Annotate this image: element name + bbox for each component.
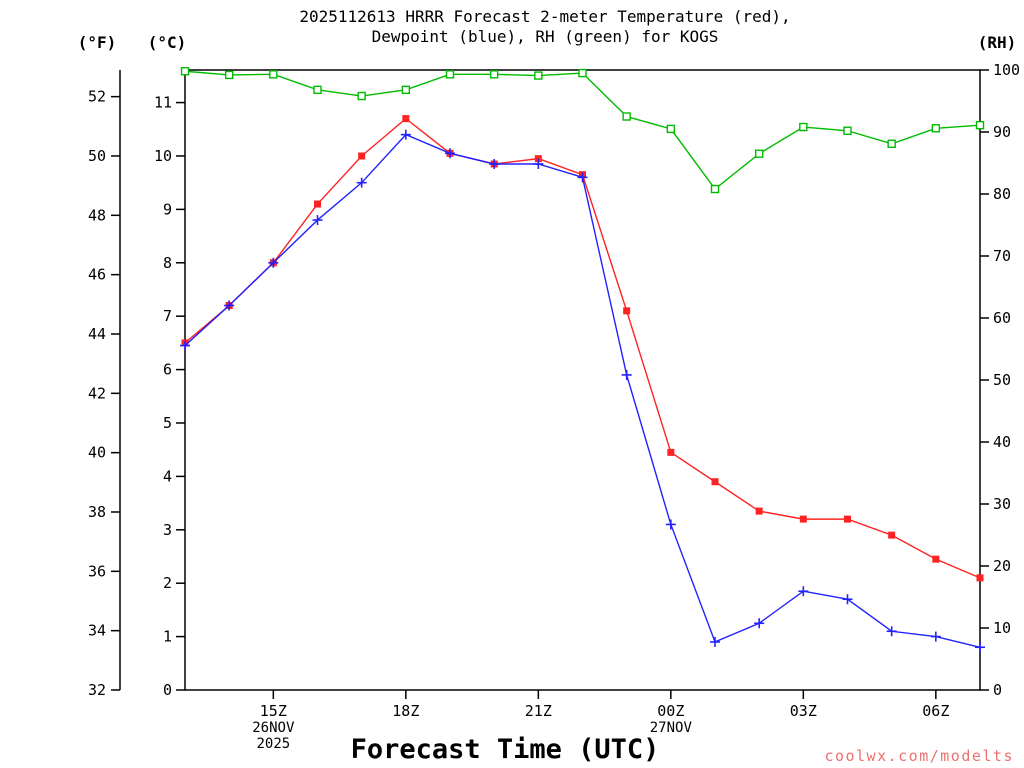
time-tick-label: 06Z — [922, 702, 949, 720]
rh-marker — [357, 91, 366, 101]
fahrenheit-tick-label: 50 — [88, 147, 106, 165]
temperature-marker — [667, 448, 675, 456]
time-tick-label: 00Z — [657, 702, 684, 720]
temperature-marker — [844, 515, 851, 523]
fahrenheit-tick-label: 52 — [88, 88, 106, 106]
x-axis-title: Forecast Time (UTC) — [351, 734, 660, 765]
fahrenheit-tick-label: 32 — [88, 681, 106, 699]
celsius-tick-label: 11 — [154, 94, 172, 112]
rh-marker — [975, 120, 985, 130]
rh-marker — [489, 70, 499, 79]
date-label: 2025 — [256, 736, 290, 752]
fahrenheit-tick-label: 42 — [88, 384, 106, 402]
fahrenheit-tick-label: 34 — [88, 622, 106, 640]
time-tick-label: 03Z — [790, 702, 817, 720]
time-tick-label: 15Z — [260, 702, 287, 720]
celsius-tick-label: 10 — [154, 147, 172, 165]
rh-tick-label: 100 — [993, 61, 1020, 79]
plot-frame — [184, 69, 981, 691]
rh-tick-label: 70 — [993, 247, 1011, 265]
rh-marker — [269, 70, 278, 79]
plot-area: 3234363840424446485052012345678910110102… — [88, 61, 1020, 752]
rh-marker — [710, 184, 720, 194]
rh-marker — [534, 71, 543, 80]
temperature-marker — [534, 155, 542, 163]
temperature-marker — [623, 307, 631, 315]
temperature-marker — [888, 531, 896, 539]
rh-tick-label: 20 — [993, 557, 1011, 575]
temperature-series-line — [184, 117, 981, 579]
fahrenheit-tick-label: 46 — [88, 266, 106, 284]
rh-marker — [754, 149, 764, 158]
temperature-marker — [799, 515, 807, 523]
dewpoint-series-line — [184, 133, 981, 648]
rh-marker — [622, 112, 631, 121]
temperature-marker — [932, 555, 940, 563]
rh-marker — [401, 85, 411, 95]
celsius-tick-label: 0 — [163, 681, 172, 699]
rh-marker — [887, 139, 896, 148]
watermark-link[interactable]: coolwx.com/modelts — [824, 747, 1014, 765]
temperature-marker — [402, 115, 410, 123]
temperature-marker — [358, 152, 366, 160]
celsius-tick-label: 5 — [163, 414, 172, 432]
rh-tick-label: 90 — [993, 123, 1011, 141]
rh-marker — [578, 68, 587, 78]
temperature-marker — [314, 200, 321, 208]
rh-marker — [313, 85, 322, 95]
rh-tick-label: 60 — [993, 309, 1011, 327]
celsius-tick-label: 8 — [163, 254, 172, 272]
celsius-axis-unit: (°C) — [148, 33, 187, 52]
chart-title-line1: 2025112613 HRRR Forecast 2-meter Tempera… — [299, 7, 790, 26]
fahrenheit-axis-unit: (°F) — [78, 33, 117, 52]
time-tick-label: 18Z — [392, 702, 419, 720]
date-label: 26NOV — [252, 720, 295, 736]
rh-tick-label: 0 — [993, 681, 1002, 699]
chart-title-line2: Dewpoint (blue), RH (green) for KOGS — [372, 27, 719, 46]
rh-tick-label: 30 — [993, 495, 1011, 513]
rh-tick-label: 80 — [993, 185, 1011, 203]
time-tick-label: 21Z — [525, 702, 552, 720]
fahrenheit-tick-label: 44 — [88, 325, 106, 343]
celsius-tick-label: 4 — [163, 467, 172, 485]
celsius-tick-label: 1 — [163, 628, 172, 646]
rh-marker — [445, 70, 455, 79]
rh-marker — [799, 122, 808, 132]
celsius-tick-label: 3 — [163, 521, 172, 539]
rh-tick-label: 40 — [993, 433, 1011, 451]
rh-marker — [931, 124, 941, 133]
fahrenheit-tick-label: 48 — [88, 206, 106, 224]
fahrenheit-tick-label: 36 — [88, 562, 106, 580]
rh-marker — [843, 126, 852, 135]
temperature-marker — [976, 574, 984, 582]
rh-tick-label: 50 — [993, 371, 1011, 389]
celsius-tick-label: 7 — [163, 307, 172, 325]
fahrenheit-tick-label: 40 — [88, 444, 106, 462]
rh-marker — [180, 67, 190, 76]
celsius-tick-label: 6 — [163, 361, 172, 379]
celsius-tick-label: 9 — [163, 200, 172, 218]
rh-marker — [666, 124, 676, 134]
rh-tick-label: 10 — [993, 619, 1011, 637]
temperature-marker — [711, 478, 719, 486]
temperature-marker — [755, 507, 763, 515]
date-label: 27NOV — [650, 720, 693, 736]
rh-marker — [224, 70, 234, 80]
rh-axis-unit: (RH) — [978, 33, 1017, 52]
fahrenheit-tick-label: 38 — [88, 503, 106, 521]
celsius-tick-label: 2 — [163, 574, 172, 592]
